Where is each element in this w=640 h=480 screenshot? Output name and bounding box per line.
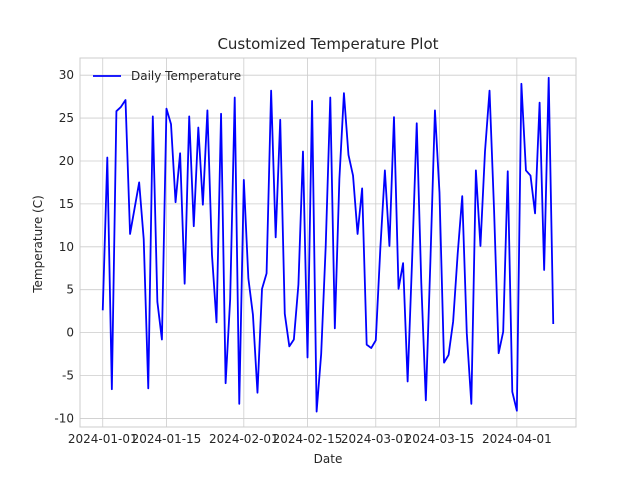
- y-axis-label: Temperature (C): [31, 195, 45, 294]
- y-tick-label: 5: [66, 283, 74, 297]
- x-tick-label: 2024-02-01: [209, 432, 279, 446]
- y-tick-labels: -10 -5 0 5 10 15 20 25 30: [54, 68, 74, 425]
- y-tick-label: 25: [59, 111, 74, 125]
- x-tick-label: 2024-03-01: [341, 432, 411, 446]
- x-tick-label: 2024-01-15: [132, 432, 202, 446]
- x-tick-label: 2024-01-01: [68, 432, 138, 446]
- chart-title: Customized Temperature Plot: [217, 35, 438, 53]
- y-tick-label: 0: [66, 326, 74, 340]
- y-tick-label: -10: [54, 411, 74, 425]
- y-tick-label: -5: [62, 369, 74, 383]
- x-tick-label: 2024-03-15: [405, 432, 475, 446]
- legend-label: Daily Temperature: [131, 69, 241, 83]
- plot-frame: [79, 57, 577, 428]
- legend: Daily Temperature: [93, 69, 241, 83]
- x-tick-label: 2024-04-01: [482, 432, 552, 446]
- y-tick-label: 10: [59, 240, 74, 254]
- x-tick-label: 2024-02-15: [273, 432, 343, 446]
- y-tick-label: 15: [59, 197, 74, 211]
- y-tick-label: 20: [59, 154, 74, 168]
- series-line-daily-temperature: [101, 76, 555, 413]
- y-tick-label: 30: [59, 68, 74, 82]
- x-axis-label: Date: [314, 452, 343, 466]
